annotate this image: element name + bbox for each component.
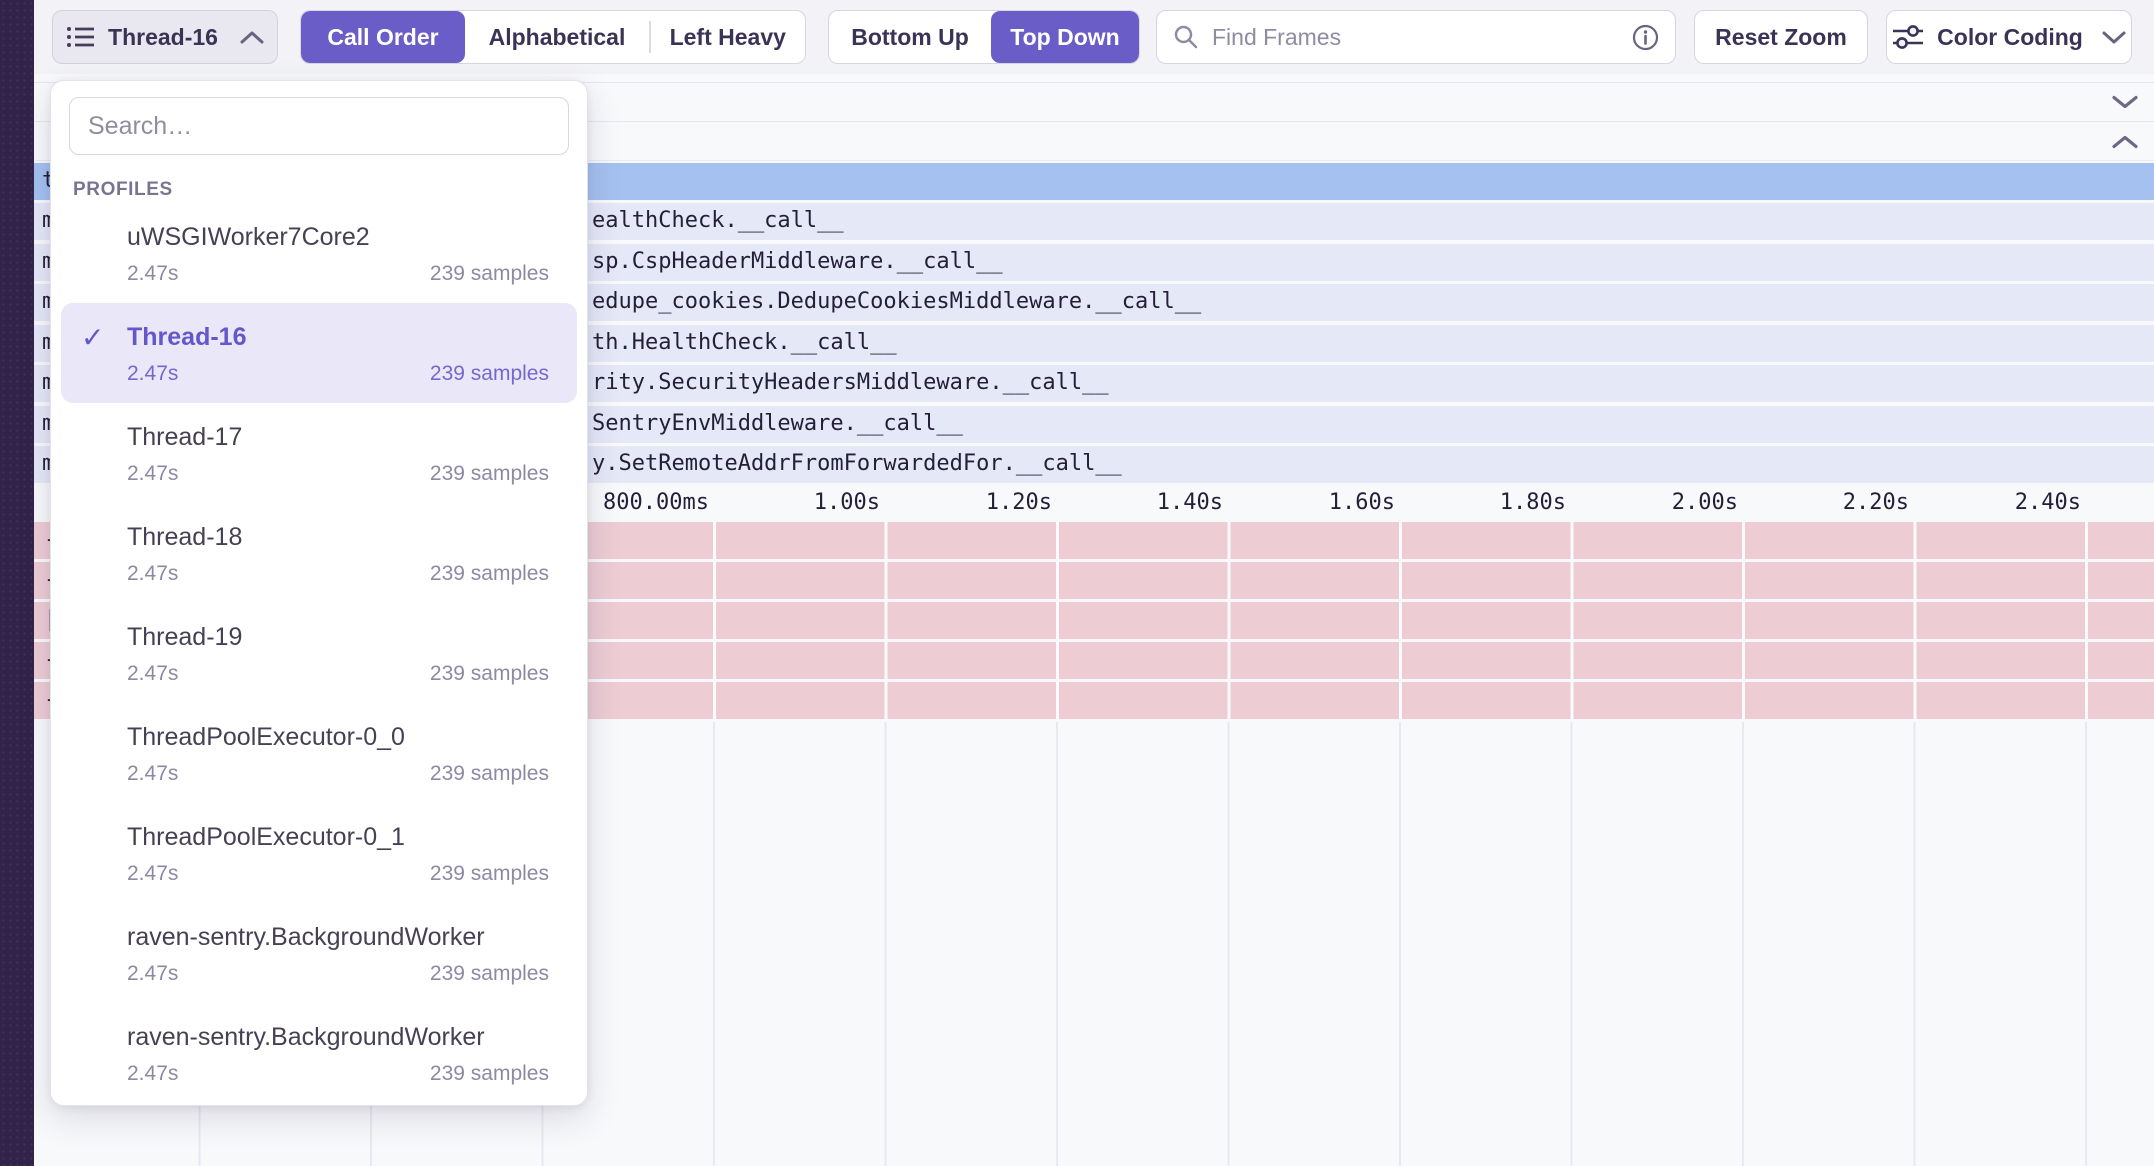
top-down-button[interactable]: Top Down [991,11,1139,63]
axis-tick-label: 1.80s [1499,490,1566,515]
flame-frame-label: ealthCheck.__call__ [592,208,844,233]
find-frames-input[interactable]: Find Frames [1156,10,1676,64]
flame-frame-label: SentryEnvMiddleware.__call__ [592,411,963,436]
profile-name: Thread-18 [127,523,243,551]
thread-selector-label: Thread-16 [108,23,218,50]
axis-tick-label: 2.20s [1842,490,1909,515]
find-frames-placeholder: Find Frames [1212,23,1342,50]
dropdown-search-placeholder: Search… [88,111,193,140]
axis-tick-label: 2.40s [2014,490,2081,515]
profile-duration: 2.47s [127,662,179,685]
axis-tick-label: 800.00ms [603,490,709,515]
profile-name: Thread-19 [127,623,243,651]
info-icon[interactable] [1632,24,1659,51]
sort-alphabetical-button[interactable]: Alphabetical [465,11,649,63]
profile-item[interactable]: Thread-17 2.47s 239 samples [61,403,577,503]
profile-duration: 2.47s [127,862,179,885]
dropdown-search-input[interactable]: Search… [69,97,569,155]
reset-zoom-label: Reset Zoom [1715,23,1847,50]
profile-duration: 2.47s [127,262,179,285]
profile-item[interactable]: Thread-18 2.47s 239 samples [61,503,577,603]
profile-samples: 239 samples [429,862,549,885]
profile-duration: 2.47s [127,1062,179,1085]
checkmark-icon: ✓ [81,322,105,353]
collapse-chevron-down-icon[interactable] [2110,94,2140,111]
profile-samples: 239 samples [429,362,549,385]
profile-item[interactable]: raven-sentry.BackgroundWorker 2.47s 239 … [61,1003,577,1103]
profiles-section-label: PROFILES [73,179,173,200]
profile-samples: 239 samples [429,962,549,985]
flame-frame-label: th.HealthCheck.__call__ [592,330,897,355]
axis-tick-label: 1.00s [813,490,880,515]
profile-item[interactable]: uWSGIWorker7Core2 2.47s 239 samples [61,203,577,303]
profile-samples: 239 samples [429,462,549,485]
profile-name: ThreadPoolExecutor-0_1 [127,823,405,851]
profile-samples: 239 samples [429,662,549,685]
flame-frame-label: sp.CspHeaderMiddleware.__call__ [592,249,1003,274]
sort-left-heavy-button[interactable]: Left Heavy [651,11,806,63]
thread-selector-button[interactable]: Thread-16 [52,10,278,64]
reset-zoom-button[interactable]: Reset Zoom [1694,10,1868,64]
flame-frame-label: rity.SecurityHeadersMiddleware.__call__ [592,370,1109,395]
sliders-icon [1891,24,1925,50]
axis-tick-label: 1.40s [1156,490,1223,515]
profile-name: uWSGIWorker7Core2 [127,223,370,251]
profile-name: ThreadPoolExecutor-0_0 [127,723,405,751]
profile-item[interactable]: ThreadPoolExecutor-0_1 2.47s 239 samples [61,803,577,903]
profile-duration: 2.47s [127,962,179,985]
profile-samples: 239 samples [429,562,549,585]
flame-frame-label: edupe_cookies.DedupeCookiesMiddleware.__… [592,289,1202,314]
direction-control: Bottom Up Top Down [828,10,1140,64]
left-sidebar-strip [0,0,34,1166]
profile-list: uWSGIWorker7Core2 2.47s 239 samples ✓ Th… [61,203,577,1103]
sort-order-control: Call Order Alphabetical Left Heavy [300,10,806,64]
profile-duration: 2.47s [127,562,179,585]
profile-samples: 239 samples [429,1062,549,1085]
profile-duration: 2.47s [127,762,179,785]
segment-divider [649,21,651,53]
sort-call-order-button[interactable]: Call Order [301,11,465,63]
profile-name: raven-sentry.BackgroundWorker [127,1023,485,1051]
profile-item[interactable]: Thread-19 2.47s 239 samples [61,603,577,703]
color-coding-button[interactable]: Color Coding [1886,10,2132,64]
profile-name: raven-sentry.BackgroundWorker [127,923,485,951]
axis-tick-label: 2.00s [1671,490,1738,515]
profile-duration: 2.47s [127,462,179,485]
flame-frame-label: y.SetRemoteAddrFromForwardedFor.__call__ [592,451,1122,476]
profile-item-selected[interactable]: ✓ Thread-16 2.47s 239 samples [61,303,577,403]
profile-samples: 239 samples [429,762,549,785]
collapse-chevron-up-icon[interactable] [2110,133,2140,150]
search-icon [1173,24,1199,50]
axis-tick-label: 1.60s [1328,490,1395,515]
bottom-up-button[interactable]: Bottom Up [829,11,991,63]
profile-item[interactable]: raven-sentry.BackgroundWorker 2.47s 239 … [61,903,577,1003]
profile-samples: 239 samples [429,262,549,285]
profile-name: Thread-16 [127,323,247,351]
thread-list-icon [65,24,97,50]
chevron-up-icon [239,30,265,45]
profile-name: Thread-17 [127,423,243,451]
profile-duration: 2.47s [127,362,179,385]
profile-item[interactable]: ThreadPoolExecutor-0_0 2.47s 239 samples [61,703,577,803]
axis-tick-label: 1.20s [985,490,1052,515]
color-coding-label: Color Coding [1937,23,2083,50]
profile-dropdown: Search… PROFILES uWSGIWorker7Core2 2.47s… [50,80,588,1106]
chevron-down-icon [2101,30,2127,45]
toolbar: Thread-16 Call Order Alphabetical Left H… [34,0,2154,74]
